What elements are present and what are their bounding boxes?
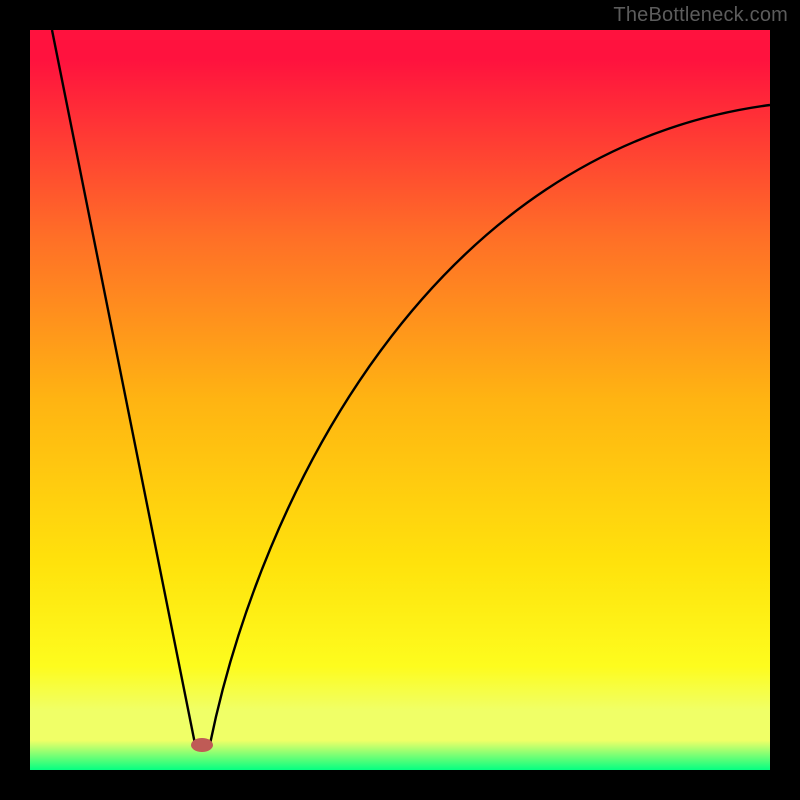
curve-left (52, 30, 195, 744)
watermark: TheBottleneck.com (613, 4, 788, 27)
curve-right (210, 105, 770, 744)
figure-root: TheBottleneck.com (0, 0, 800, 800)
bottleneck-marker (191, 738, 213, 752)
bottleneck-curve (0, 0, 800, 800)
